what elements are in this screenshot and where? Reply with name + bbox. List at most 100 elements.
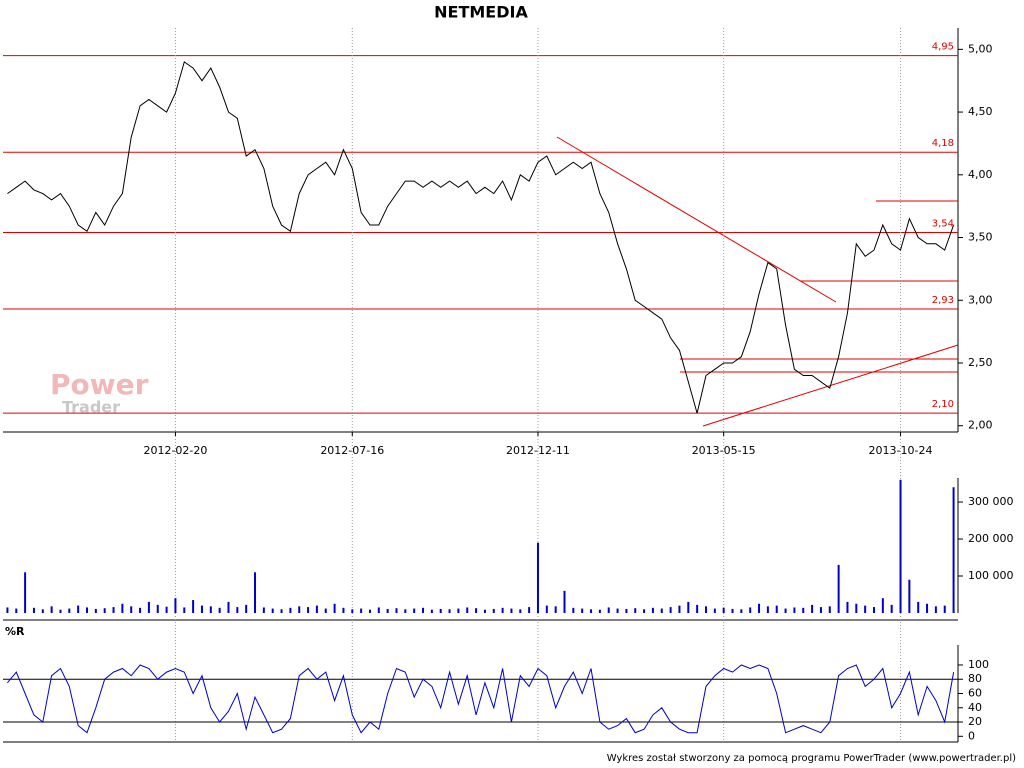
bar bbox=[811, 604, 814, 613]
bar bbox=[899, 479, 902, 613]
level-label: 4,95 bbox=[932, 42, 954, 53]
bar bbox=[139, 607, 142, 613]
bar bbox=[209, 606, 212, 613]
bar bbox=[475, 608, 478, 613]
bar bbox=[360, 608, 363, 613]
bar bbox=[802, 607, 805, 613]
bar bbox=[917, 601, 920, 613]
y-tick-label: 0 bbox=[968, 729, 975, 742]
bar bbox=[466, 607, 469, 613]
bar bbox=[837, 564, 840, 613]
bar bbox=[156, 604, 159, 613]
bar bbox=[793, 607, 796, 613]
bar bbox=[130, 606, 133, 613]
bar bbox=[934, 606, 937, 613]
bar bbox=[192, 600, 195, 613]
series-line bbox=[7, 664, 955, 734]
x-tick-label: 2012-12-11 bbox=[506, 444, 570, 457]
bar bbox=[616, 608, 619, 613]
bar bbox=[908, 579, 911, 613]
bar bbox=[236, 607, 239, 613]
bar bbox=[24, 572, 27, 613]
bar bbox=[103, 608, 106, 613]
y-tick-label: 3,50 bbox=[968, 231, 993, 244]
x-tick-label: 2012-02-20 bbox=[143, 444, 207, 457]
bar bbox=[634, 608, 637, 613]
bar bbox=[758, 603, 761, 613]
y-tick-label: 300 000 bbox=[968, 495, 1014, 508]
y-tick-label: 60 bbox=[968, 687, 982, 700]
bar bbox=[147, 601, 150, 613]
bar bbox=[713, 608, 716, 613]
bar bbox=[492, 608, 495, 613]
bar bbox=[430, 609, 433, 613]
bar bbox=[315, 605, 318, 613]
y-tick-label: 100 000 bbox=[968, 569, 1014, 582]
bar bbox=[952, 487, 955, 613]
bar bbox=[598, 609, 601, 613]
bar bbox=[218, 607, 221, 613]
y-tick-label: 2,00 bbox=[968, 419, 993, 432]
trend-line bbox=[556, 136, 837, 303]
bar bbox=[94, 608, 97, 613]
bar bbox=[333, 603, 336, 613]
y-tick-label: 40 bbox=[968, 701, 982, 714]
y-tick-label: 20 bbox=[968, 715, 982, 728]
y-tick-label: 100 bbox=[968, 658, 989, 671]
bar bbox=[77, 605, 80, 613]
x-tick-label: 2013-10-24 bbox=[869, 444, 933, 457]
bar bbox=[536, 542, 539, 613]
bar bbox=[298, 606, 301, 613]
bar bbox=[828, 606, 831, 613]
bar bbox=[324, 608, 327, 613]
bar bbox=[864, 605, 867, 613]
bar bbox=[590, 609, 593, 613]
bar bbox=[183, 607, 186, 613]
bar bbox=[377, 607, 380, 613]
bar bbox=[280, 609, 283, 613]
bar bbox=[563, 590, 566, 613]
bar bbox=[890, 604, 893, 613]
bar bbox=[483, 609, 486, 613]
bar bbox=[855, 603, 858, 613]
bar bbox=[59, 609, 62, 613]
bar bbox=[404, 609, 407, 613]
bar bbox=[545, 605, 548, 613]
bar bbox=[245, 604, 248, 613]
x-tick-label: 2013-05-15 bbox=[692, 444, 756, 457]
bar bbox=[439, 608, 442, 613]
bar bbox=[607, 607, 610, 613]
bar bbox=[572, 607, 575, 613]
bar bbox=[775, 605, 778, 613]
bar bbox=[819, 607, 822, 613]
chart-title: NETMEDIA bbox=[434, 3, 528, 22]
y-tick-label: 2,50 bbox=[968, 356, 993, 369]
level-label: 2,10 bbox=[932, 399, 954, 410]
bar bbox=[943, 605, 946, 613]
bar bbox=[669, 607, 672, 613]
y-tick-label: 5,00 bbox=[968, 42, 993, 55]
y-tick-label: 4,50 bbox=[968, 105, 993, 118]
bar bbox=[86, 607, 89, 613]
bar bbox=[121, 603, 124, 613]
bar bbox=[581, 608, 584, 613]
bar bbox=[457, 608, 460, 613]
footer: Wykres został stworzony za pomocą progra… bbox=[607, 753, 1016, 764]
bar bbox=[846, 601, 849, 613]
bar bbox=[422, 607, 425, 613]
bar bbox=[413, 608, 416, 613]
bar bbox=[722, 607, 725, 613]
bar bbox=[766, 606, 769, 613]
bar bbox=[289, 607, 292, 613]
level-label: 2,93 bbox=[932, 295, 954, 306]
bar bbox=[687, 601, 690, 613]
bar bbox=[200, 605, 203, 613]
bar bbox=[386, 608, 389, 613]
series-line bbox=[7, 61, 955, 414]
bar bbox=[510, 608, 513, 613]
bar bbox=[881, 598, 884, 613]
bar bbox=[15, 608, 18, 613]
level-label: 4,18 bbox=[932, 138, 954, 149]
